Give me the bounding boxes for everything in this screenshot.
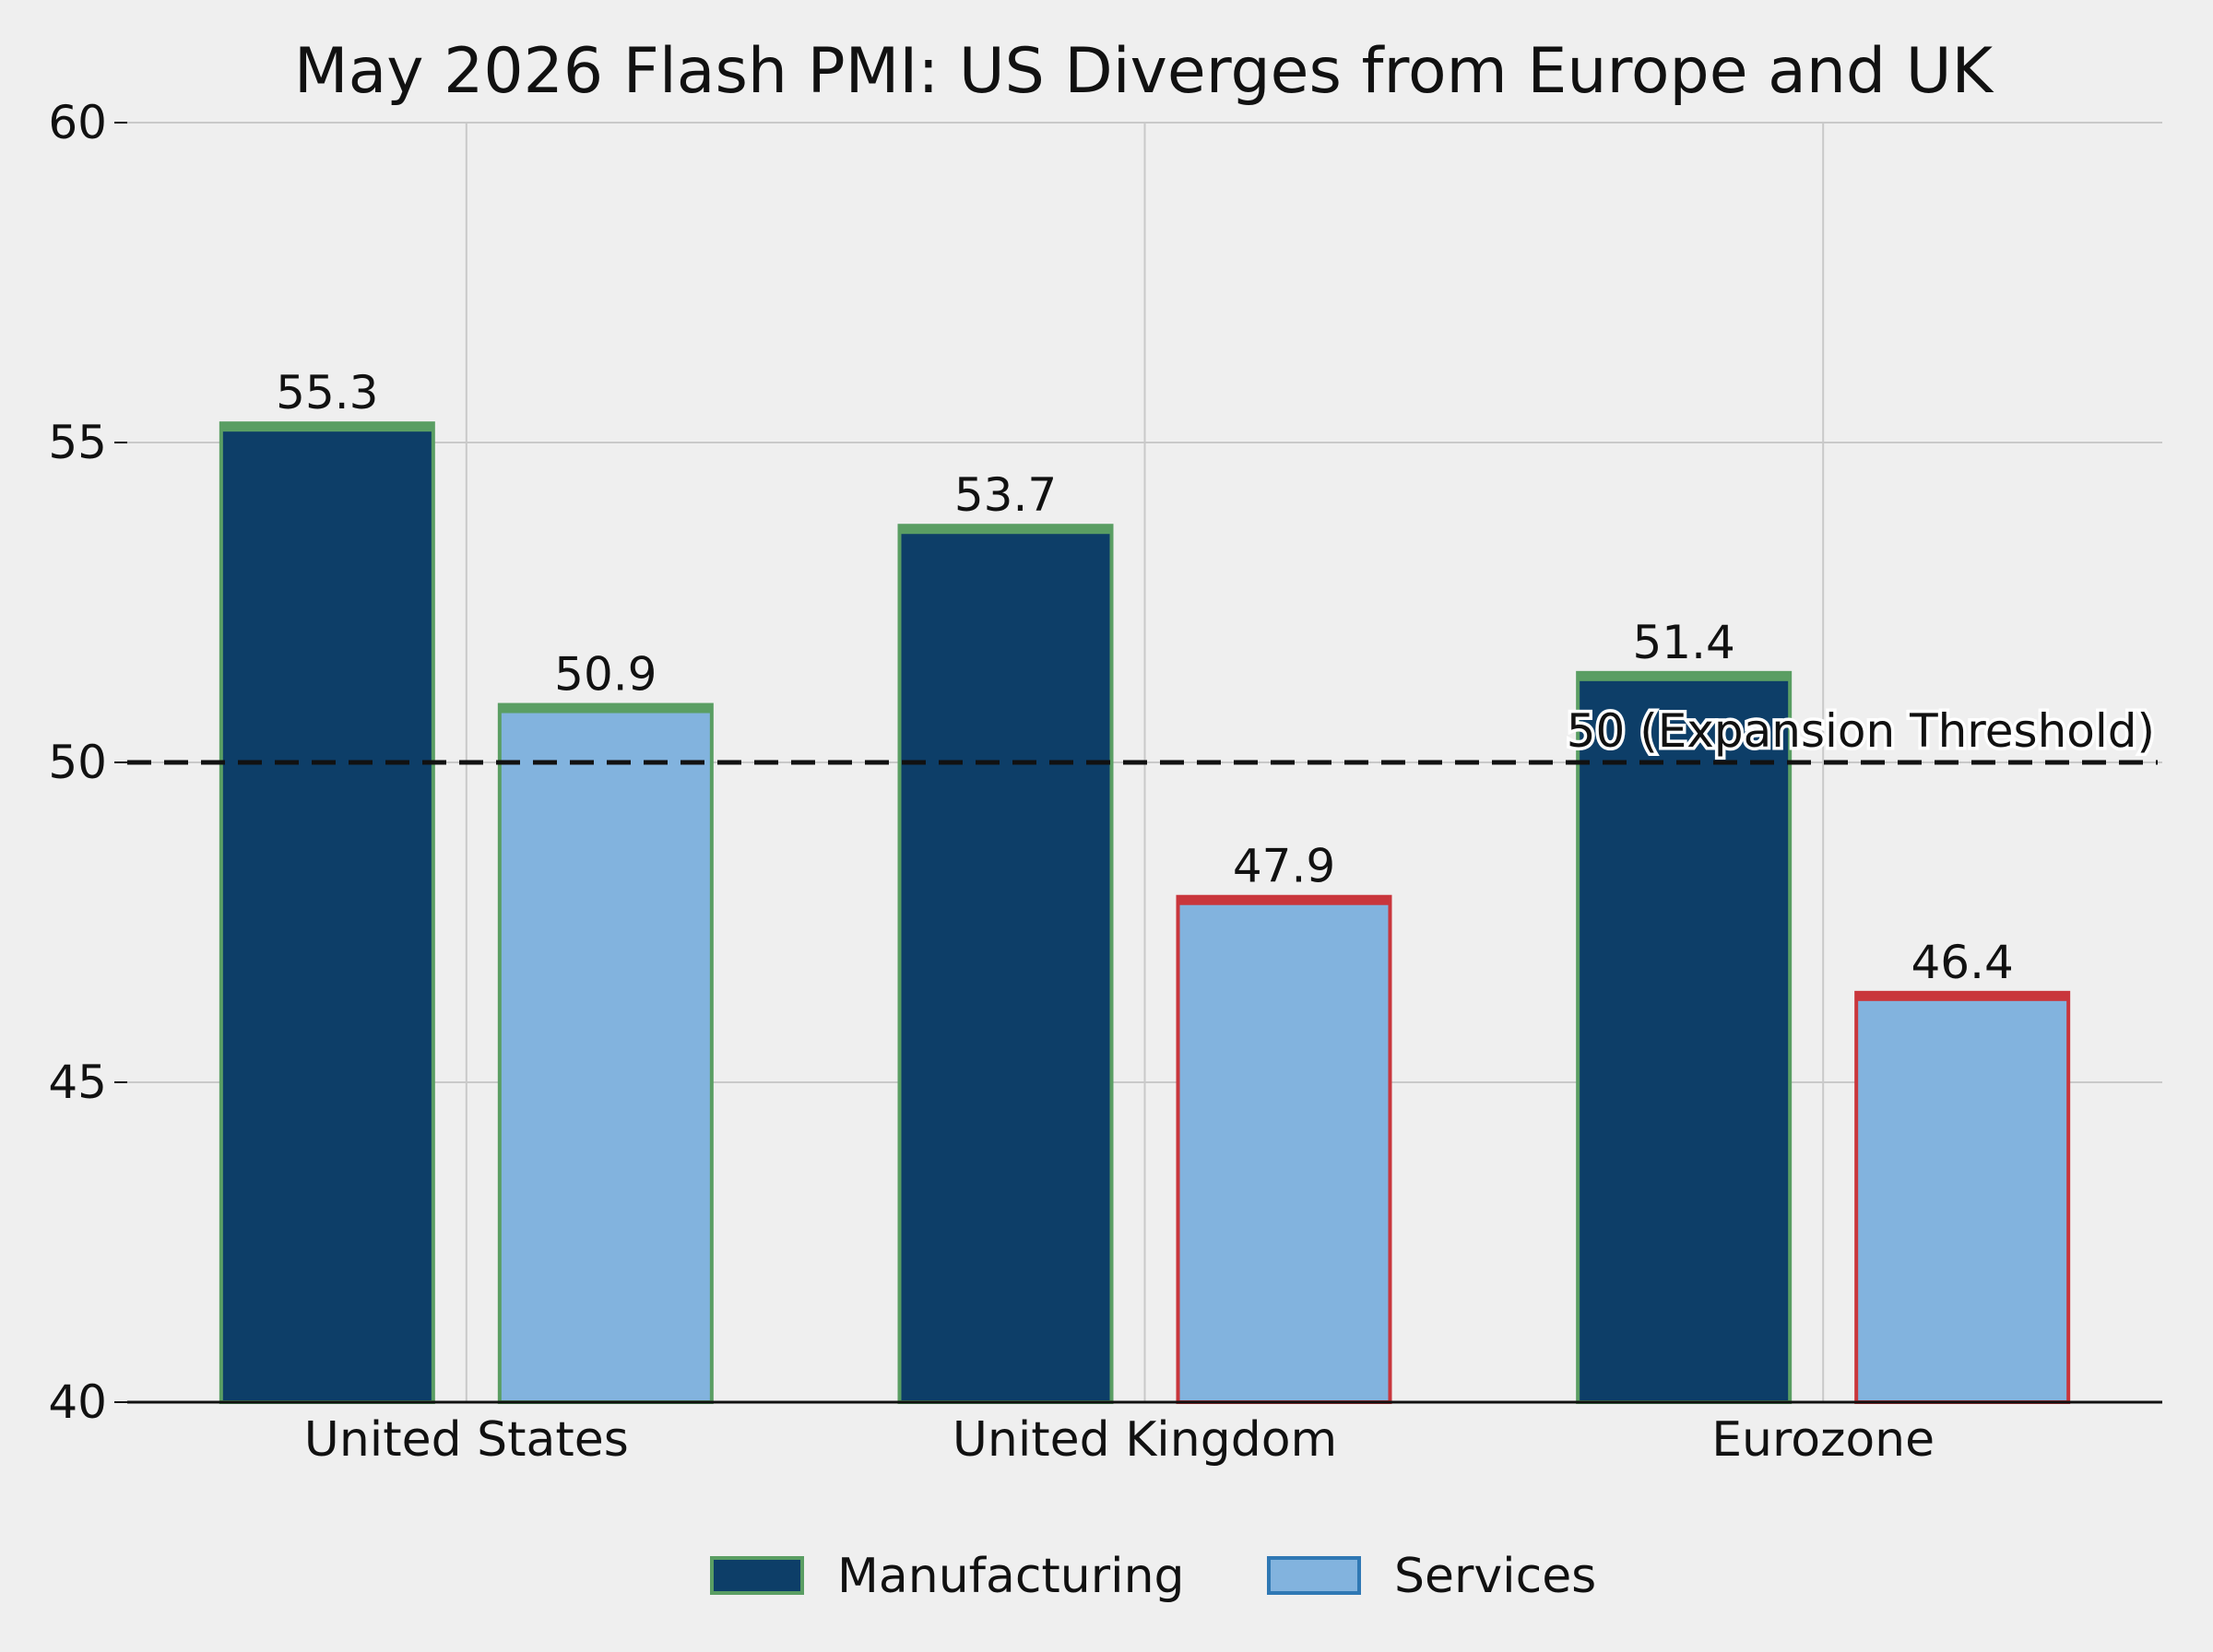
bar-top-edge xyxy=(499,704,712,714)
legend-swatch-services xyxy=(1267,1556,1361,1595)
data-label: 55.3 xyxy=(276,366,378,419)
data-label: 53.7 xyxy=(954,468,1057,522)
data-label: 46.4 xyxy=(1911,936,2014,989)
bar-manufacturing-0 xyxy=(219,421,435,1404)
bars xyxy=(219,421,2071,1404)
bar-services-0 xyxy=(497,702,714,1404)
bar-top-edge xyxy=(1178,896,1391,905)
bar-top-edge xyxy=(899,525,1112,535)
bar-manufacturing-1 xyxy=(897,524,1114,1404)
x-category-label: United States xyxy=(304,1412,629,1468)
data-label: 47.9 xyxy=(1233,840,1335,893)
y-tick-label: 55 xyxy=(48,416,107,469)
bar-manufacturing-2 xyxy=(1576,670,1793,1404)
data-label: 51.4 xyxy=(1633,616,1735,669)
legend-swatch-manufacturing xyxy=(710,1556,804,1595)
x-category-label: United Kingdom xyxy=(953,1412,1337,1468)
legend-label-services: Services xyxy=(1394,1549,1596,1604)
y-tick-label: 40 xyxy=(48,1375,107,1429)
chart-title: May 2026 Flash PMI: US Diverges from Eur… xyxy=(294,35,1995,108)
bar-top-edge xyxy=(1856,992,2069,1001)
legend: Manufacturing Services xyxy=(710,1549,1596,1604)
data-labels: 55.3 53.7 51.4 50.9 47.9 46.4 xyxy=(276,366,2014,989)
axes: 40 45 50 55 60 United States United Kingdom Eur… xyxy=(48,96,2162,1468)
bar-services-2 xyxy=(1854,990,2071,1404)
data-label: 50.9 xyxy=(554,648,657,702)
y-tick-label: 45 xyxy=(48,1056,107,1109)
threshold-label: 50 (Expansion Threshold) xyxy=(1567,704,2155,758)
reference-line-group: 50 (Expansion Threshold) xyxy=(127,702,2159,765)
bar-top-edge xyxy=(1578,672,1791,681)
y-tick-label: 60 xyxy=(48,96,107,149)
bar-services-1 xyxy=(1176,894,1392,1404)
y-tick-label: 50 xyxy=(48,736,107,789)
x-category-label: Eurozone xyxy=(1711,1412,1935,1468)
legend-label-manufacturing: Manufacturing xyxy=(837,1549,1185,1604)
bar-top-edge xyxy=(220,423,433,432)
